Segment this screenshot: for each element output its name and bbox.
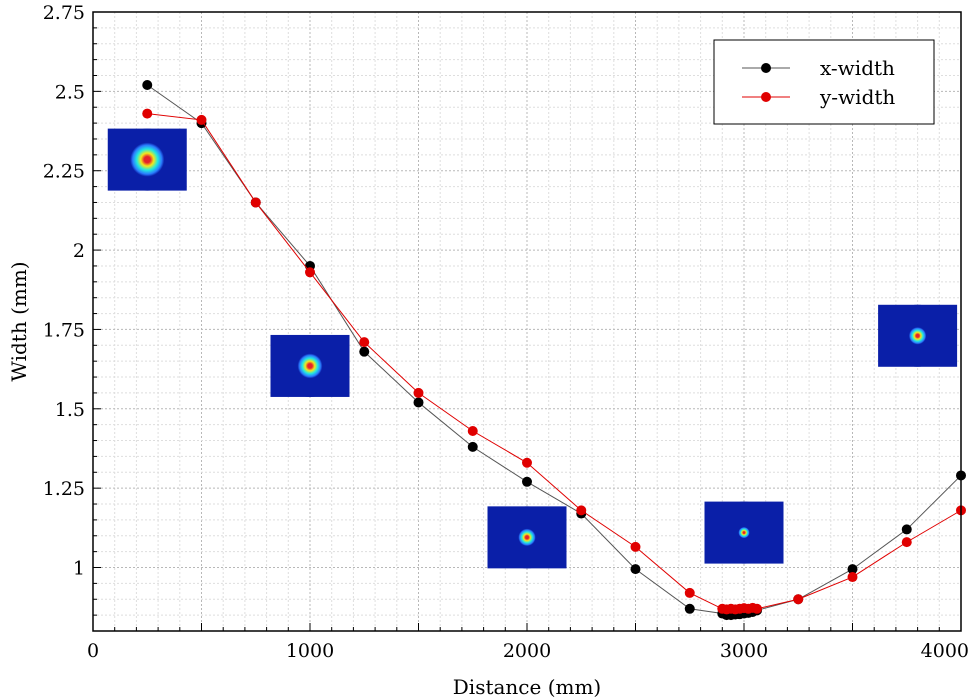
data-point-x-width <box>467 441 478 452</box>
x-tick-label: 3000 <box>720 640 768 662</box>
legend-label-y-width: y-width <box>819 85 895 109</box>
x-tick-label: 2000 <box>503 640 551 662</box>
beam-profile-insets <box>107 128 958 569</box>
beam-spot <box>713 501 775 564</box>
data-point-x-width <box>413 397 424 408</box>
data-point-y-width <box>522 457 532 468</box>
y-tick-label: 2.75 <box>43 2 85 24</box>
beam-profile-3000mm <box>704 501 784 564</box>
x-axis-title: Distance (mm) <box>453 675 601 698</box>
beam-profile-2000mm <box>487 506 567 569</box>
data-point-y-width <box>630 541 641 552</box>
beam-spot <box>279 334 341 397</box>
data-point-x-width <box>847 564 858 575</box>
data-point-y-width <box>793 594 804 605</box>
y-tick-label: 1 <box>73 558 85 580</box>
y-tick-label: 1.5 <box>55 399 85 421</box>
legend: x-width y-width <box>713 39 935 125</box>
y-tick-label: 1.75 <box>43 319 85 341</box>
legend-marker-x-width <box>761 63 771 73</box>
data-point-x-width <box>630 564 641 575</box>
y-axis-title: Width (mm) <box>7 261 31 381</box>
y-tick-label: 2 <box>73 240 85 262</box>
beam-profile-3800mm <box>878 304 958 367</box>
data-point-y-width <box>752 603 763 614</box>
beam-spot <box>116 128 179 191</box>
y-tick-label: 1.25 <box>43 478 85 500</box>
data-point-x-width <box>359 346 370 357</box>
beam-profile-250mm <box>107 128 187 191</box>
data-point-x-width <box>901 524 912 535</box>
data-point-y-width <box>576 505 587 516</box>
data-point-y-width <box>901 537 912 548</box>
legend-box <box>713 39 935 125</box>
data-point-y-width <box>196 114 207 125</box>
beam-spot <box>886 304 949 367</box>
data-point-y-width <box>467 426 478 437</box>
data-point-x-width <box>522 476 532 487</box>
data-point-x-width <box>684 603 695 614</box>
data-point-y-width <box>847 572 858 583</box>
data-point-y-width <box>305 267 315 278</box>
y-tick-label: 2.5 <box>55 81 85 103</box>
data-series <box>142 80 966 621</box>
x-tick-label: 4000 <box>921 640 969 662</box>
y-tick-label: 2.25 <box>43 161 85 183</box>
data-point-y-width <box>359 337 370 348</box>
data-point-y-width <box>413 387 424 398</box>
axes: 0 1000 2000 3000 4000 1 1.25 1.5 1.75 2 2.25 2.5 2.7… <box>43 2 969 662</box>
beam-profile-1000mm <box>270 334 350 397</box>
data-point-x-width <box>142 80 153 91</box>
legend-label-x-width: x-width <box>820 56 895 80</box>
beam-spot <box>496 506 558 569</box>
data-point-y-width <box>684 587 695 598</box>
x-tick-label: 0 <box>87 640 99 662</box>
data-point-y-width <box>142 108 153 119</box>
legend-marker-y-width <box>761 92 771 102</box>
x-tick-label: 1000 <box>286 640 334 662</box>
series-y-width <box>142 108 966 615</box>
data-point-y-width <box>250 197 261 208</box>
